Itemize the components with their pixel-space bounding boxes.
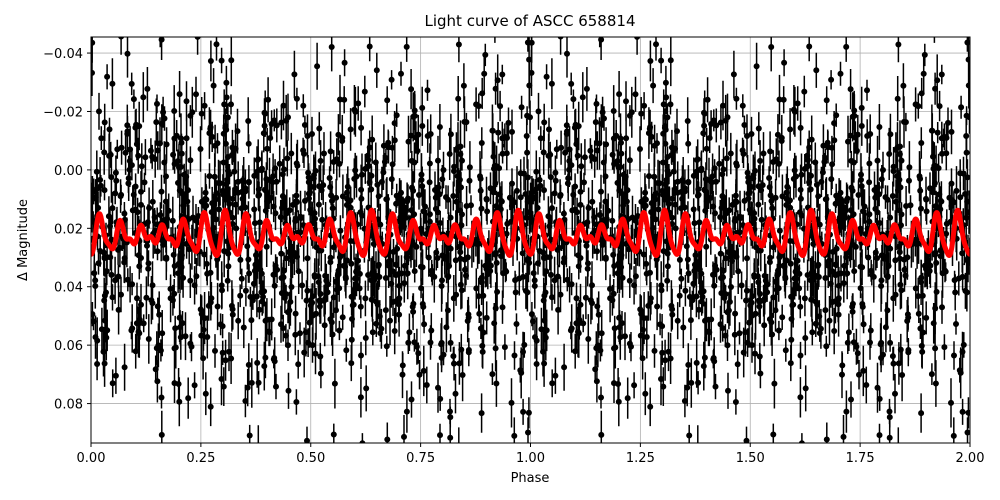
x-tick-label: 1.00 <box>516 451 545 466</box>
x-tick-label: 1.75 <box>846 451 875 466</box>
x-tick-label: 0.25 <box>186 451 215 466</box>
x-tick-label: 0.50 <box>296 451 325 466</box>
y-axis-label: Δ Magnitude <box>16 199 31 281</box>
x-tick-label: 0.75 <box>406 451 435 466</box>
model-curve <box>91 207 970 258</box>
x-tick-label: 0.00 <box>77 451 106 466</box>
y-tick-label: 0.06 <box>54 339 83 354</box>
x-tick-label: 1.25 <box>626 451 655 466</box>
y-tick-label: −0.02 <box>43 105 83 120</box>
x-axis-ticks: 0.00 0.25 0.50 0.75 1.00 1.25 1.50 1.75 2.00 <box>77 443 985 466</box>
y-tick-label: −0.04 <box>43 47 83 62</box>
y-axis-ticks: −0.04 −0.02 0.00 0.02 0.04 0.06 0.08 <box>43 47 91 413</box>
y-tick-label: 0.08 <box>54 398 83 413</box>
x-axis-label: Phase <box>511 471 550 486</box>
y-tick-label: 0.00 <box>54 164 83 179</box>
x-tick-label: 1.50 <box>736 451 765 466</box>
x-tick-label: 2.00 <box>956 451 985 466</box>
y-tick-label: 0.02 <box>54 222 83 237</box>
y-tick-label: 0.04 <box>54 281 83 296</box>
chart-title: Light curve of ASCC 658814 <box>425 12 636 30</box>
